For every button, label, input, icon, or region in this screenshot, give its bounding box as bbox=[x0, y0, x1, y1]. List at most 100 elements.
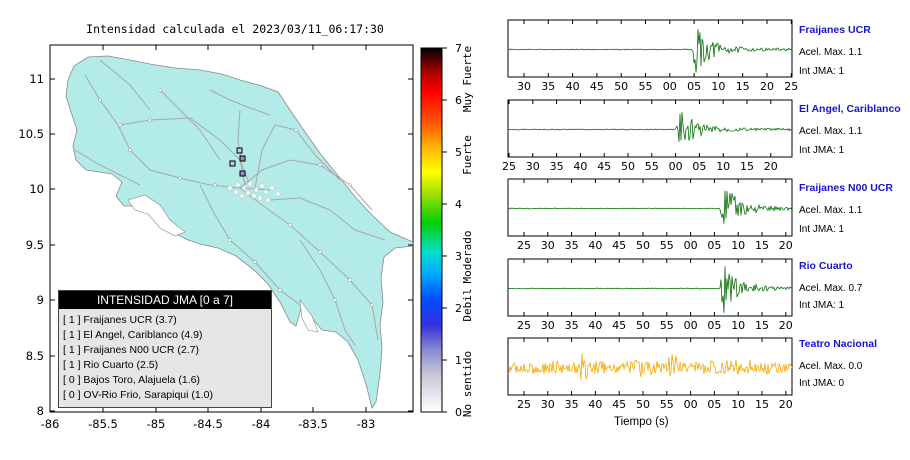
seismogram-tick-label: 35 bbox=[565, 319, 579, 332]
seismogram-tick-label: 35 bbox=[550, 160, 564, 173]
seismogram-tick-label: 15 bbox=[755, 239, 769, 252]
map-y-tick-label: 8 bbox=[37, 404, 44, 418]
seismogram-tick-label: 00 bbox=[669, 160, 683, 173]
station-acel: Acel. Max. 1.1 bbox=[799, 205, 863, 216]
seismogram-tick-label: 05 bbox=[707, 239, 721, 252]
map-y-tick-label: 8.5 bbox=[26, 349, 44, 363]
seismogram-panels: 30 35 40 45 50 55 00 05 10 15 20 25 25 30 35 40 45 50 55 00… bbox=[502, 19, 798, 411]
waveform-trace bbox=[507, 266, 793, 313]
map-x-tick-label: -84.5 bbox=[193, 417, 223, 431]
station-name: Fraijanes UCR bbox=[799, 24, 871, 36]
map-y-tick-label: 9 bbox=[37, 293, 44, 307]
seismogram-tick-label: 35 bbox=[565, 239, 579, 252]
seismogram-tick-label: 00 bbox=[684, 319, 698, 332]
seismogram-tick-label: 50 bbox=[636, 398, 650, 411]
seismogram-tick-label: 10 bbox=[716, 160, 730, 173]
seismogram-tick-label: 30 bbox=[541, 239, 555, 252]
label-no-sentido: No sentido bbox=[461, 350, 474, 418]
seismogram-tick-label: 20 bbox=[779, 319, 793, 332]
seismogram-tick-label: 10 bbox=[731, 239, 745, 252]
seismogram-tick-label: 15 bbox=[740, 160, 754, 173]
seismogram-tick-label: 25 bbox=[517, 398, 531, 411]
seismogram-tick-label: 45 bbox=[612, 398, 626, 411]
seismogram-tick-label: 30 bbox=[541, 398, 555, 411]
legend-item: [ 1 ] Rio Cuarto (2.5) bbox=[63, 359, 159, 371]
seismogram-frame bbox=[507, 19, 793, 78]
label-debil: Debil bbox=[461, 288, 474, 322]
label-muy-fuerte: Muy Fuerte bbox=[461, 45, 474, 113]
station-int: Int JMA: 1 bbox=[799, 145, 845, 156]
seismogram-tick-label: 25 bbox=[784, 80, 798, 93]
map-x-tick-label: -84 bbox=[252, 417, 271, 431]
map-title: Intensidad calculada el 2023/03/11_06:17… bbox=[86, 22, 384, 36]
seismogram-tick-label: 50 bbox=[636, 239, 650, 252]
label-fuerte: Fuerte bbox=[461, 135, 474, 175]
seismogram-panel: 25 30 35 40 45 50 55 00 05 10 15 20 bbox=[507, 178, 793, 252]
seismogram-tick-label: 55 bbox=[660, 239, 674, 252]
seismogram-tick-label: 05 bbox=[692, 160, 706, 173]
seismogram-tick-label: 45 bbox=[612, 239, 626, 252]
waveform-trace bbox=[507, 353, 793, 380]
colorbar-tick-label: 0 bbox=[455, 406, 462, 419]
legend-item: [ 0 ] OV-Rio Frio, Sarapiqui (1.0) bbox=[63, 389, 213, 401]
colorbar-tick-label: 6 bbox=[455, 94, 462, 107]
station-int: Int JMA: 0 bbox=[799, 378, 845, 389]
seismogram-tick-label: 20 bbox=[779, 398, 793, 411]
seismogram-tick-label: 05 bbox=[707, 398, 721, 411]
seismogram-tick-label: 40 bbox=[573, 160, 587, 173]
seismogram-tick-label: 40 bbox=[588, 239, 602, 252]
seismogram-tick-label: 55 bbox=[645, 160, 659, 173]
colorbar-tick-label: 1 bbox=[455, 354, 462, 367]
seismogram-tick-label: 30 bbox=[526, 160, 540, 173]
seismogram-tick-label: 00 bbox=[663, 80, 677, 93]
seismogram-tick-label: 40 bbox=[566, 80, 580, 93]
station-acel: Acel. Max. 1.1 bbox=[799, 126, 863, 137]
seismogram-tick-label: 50 bbox=[621, 160, 635, 173]
seismogram-tick-label: 45 bbox=[590, 80, 604, 93]
map-x-tick-label: -83.5 bbox=[298, 417, 328, 431]
map-y-tick-label: 10.5 bbox=[18, 127, 44, 141]
legend-item: [ 1 ] Fraijanes UCR (3.7) bbox=[63, 314, 177, 326]
station-int: Int JMA: 1 bbox=[799, 300, 845, 311]
colorbar-tick-label: 3 bbox=[455, 250, 462, 263]
station-acel: Acel. Max. 1.1 bbox=[799, 47, 863, 58]
legend-item: [ 1 ] Fraijanes N00 UCR (2.7) bbox=[63, 344, 199, 356]
seismogram-tick-label: 30 bbox=[541, 319, 555, 332]
seismogram-tick-label: 35 bbox=[541, 80, 555, 93]
station-name: El Angel, Cariblanco bbox=[799, 103, 901, 115]
colorbar-ticks: 7 6 5 4 3 2 1 0 bbox=[442, 42, 462, 419]
station-int: Int JMA: 1 bbox=[799, 224, 845, 235]
seismogram-tick-label: 40 bbox=[588, 319, 602, 332]
seismogram-tick-label: 15 bbox=[736, 80, 750, 93]
seismogram-tick-label: 15 bbox=[755, 319, 769, 332]
seismogram-tick-label: 20 bbox=[779, 239, 793, 252]
colorbar-tick-label: 5 bbox=[455, 146, 462, 159]
seismogram-frame bbox=[507, 178, 793, 237]
seismogram-frame bbox=[507, 99, 793, 158]
seismogram-tick-label: 20 bbox=[760, 80, 774, 93]
map-y-tick-label: 9.5 bbox=[26, 238, 44, 252]
seismogram-tick-label: 10 bbox=[711, 80, 725, 93]
station-name: Fraijanes N00 UCR bbox=[799, 182, 893, 194]
seismogram-tick-label: 55 bbox=[660, 319, 674, 332]
seismogram-tick-label: 25 bbox=[517, 239, 531, 252]
seismogram-tick-label: 45 bbox=[612, 319, 626, 332]
seismogram-tick-label: 05 bbox=[687, 80, 701, 93]
seismogram-tick-label: 25 bbox=[502, 160, 516, 173]
central-valley-cluster bbox=[227, 181, 281, 203]
seismogram-panel: 25 30 35 40 45 50 55 00 05 10 15 20 bbox=[502, 99, 793, 173]
seismogram-tick-label: 10 bbox=[731, 319, 745, 332]
station-markers[interactable] bbox=[229, 147, 246, 177]
waveform-trace bbox=[507, 29, 793, 73]
seismogram-panel: 30 35 40 45 50 55 00 05 10 15 20 25 bbox=[507, 19, 798, 93]
time-axis-label: Tiempo (s) bbox=[614, 416, 669, 428]
map-x-tick-label: -85 bbox=[147, 417, 166, 431]
colorbar-tick-label: 2 bbox=[455, 302, 462, 315]
station-acel: Acel. Max. 0.0 bbox=[799, 361, 863, 372]
legend-item: [ 0 ] Bajos Toro, Alajuela (1.6) bbox=[63, 374, 200, 386]
seismogram-tick-label: 00 bbox=[684, 239, 698, 252]
map-x-tick-label: -83 bbox=[357, 417, 376, 431]
seismogram-tick-label: 50 bbox=[614, 80, 628, 93]
station-int: Int JMA: 1 bbox=[799, 66, 845, 77]
